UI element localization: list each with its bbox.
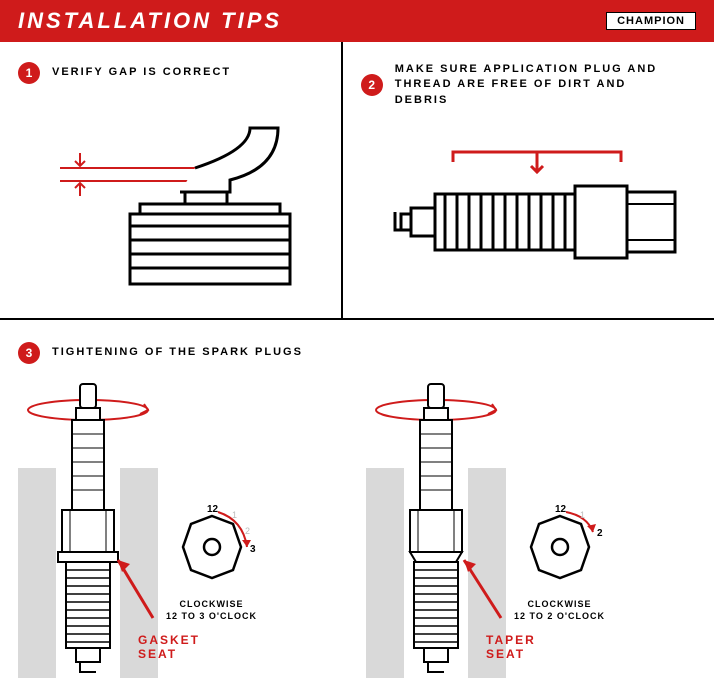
step-head-1: 1 VERIFY GAP IS CORRECT <box>18 62 323 84</box>
step-badge-1: 1 <box>18 62 40 84</box>
gasket-seat-label: GASKET SEAT <box>138 633 200 661</box>
step-head-2: 2 MAKE SURE APPLICATION PLUG AND THREAD … <box>361 62 696 108</box>
step-badge-3: 3 <box>18 342 40 364</box>
taper-clock-svg: 12 1 2 <box>515 502 605 592</box>
step-head-3: 3 TIGHTENING OF THE SPARK PLUGS <box>18 342 696 364</box>
step-text-3: TIGHTENING OF THE SPARK PLUGS <box>52 345 303 360</box>
step-badge-2: 2 <box>361 74 383 96</box>
taper-plug-svg <box>366 378 506 678</box>
gasket-plug-svg <box>18 378 158 678</box>
clock-1: 1 <box>232 510 237 520</box>
gasket-clock-label: CLOCKWISE 12 TO 3 O'CLOCK <box>166 598 257 623</box>
clock-2b: 2 <box>597 528 603 539</box>
gasket-clock: 12 1 2 3 CLOCKWISE 12 TO 3 O'CLOCK <box>166 502 257 623</box>
plug-pair: GASKET SEAT 12 1 2 3 CLOCKWISE 12 TO 3 O… <box>18 378 696 683</box>
brand-badge: CHAMPION <box>606 12 696 30</box>
gasket-clock-svg: 12 1 2 3 <box>167 502 257 592</box>
taper-col: TAPER SEAT 12 1 2 CLOCKWISE 12 TO 2 O'CL… <box>366 378 696 683</box>
clock-2: 2 <box>245 526 250 536</box>
step-text-2: MAKE SURE APPLICATION PLUG AND THREAD AR… <box>395 62 675 108</box>
clock-1b: 1 <box>580 510 585 520</box>
panel-verify-gap: 1 VERIFY GAP IS CORRECT <box>0 42 343 318</box>
gasket-col: GASKET SEAT 12 1 2 3 CLOCKWISE 12 TO 3 O… <box>18 378 348 683</box>
clock-12: 12 <box>207 504 219 515</box>
header-bar: INSTALLATION TIPS CHAMPION <box>0 0 714 42</box>
bottom-section: 3 TIGHTENING OF THE SPARK PLUGS <box>0 320 714 698</box>
top-row: 1 VERIFY GAP IS CORRECT <box>0 42 714 320</box>
step-text-1: VERIFY GAP IS CORRECT <box>52 65 231 80</box>
header-title: INSTALLATION TIPS <box>18 8 282 34</box>
clock-3: 3 <box>250 544 256 555</box>
taper-plug-diagram: TAPER SEAT <box>366 378 506 683</box>
taper-seat-label: TAPER SEAT <box>486 633 536 661</box>
gap-svg <box>20 98 320 288</box>
diagram-thread <box>361 122 696 302</box>
taper-clock-label: CLOCKWISE 12 TO 2 O'CLOCK <box>514 598 605 623</box>
taper-clock: 12 1 2 CLOCKWISE 12 TO 2 O'CLOCK <box>514 502 605 623</box>
thread-svg <box>363 122 693 302</box>
clock-12b: 12 <box>555 504 567 515</box>
panel-clean-thread: 2 MAKE SURE APPLICATION PLUG AND THREAD … <box>343 42 714 318</box>
diagram-gap <box>18 98 323 288</box>
gasket-plug-diagram: GASKET SEAT <box>18 378 158 683</box>
